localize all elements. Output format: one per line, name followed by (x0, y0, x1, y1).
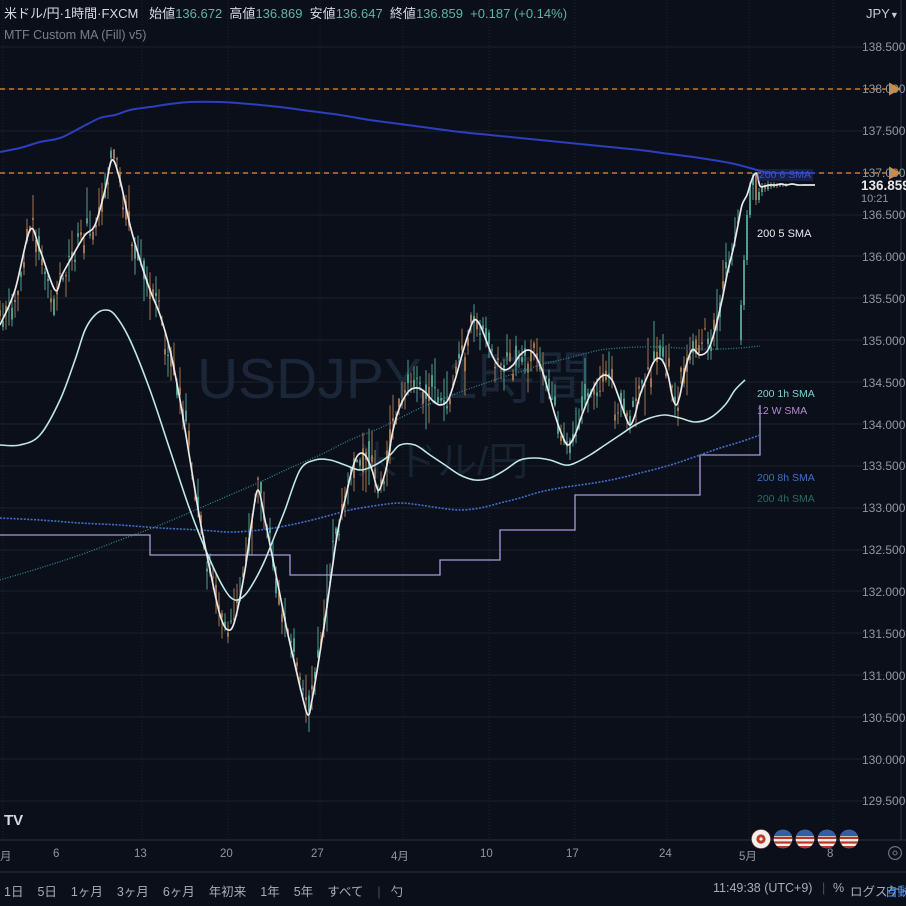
svg-text:米ドル/円: 米ドル/円 (357, 440, 528, 484)
svg-text:USDJPY, 1時間: USDJPY, 1時間 (197, 347, 592, 411)
svg-text:TV: TV (4, 812, 23, 829)
